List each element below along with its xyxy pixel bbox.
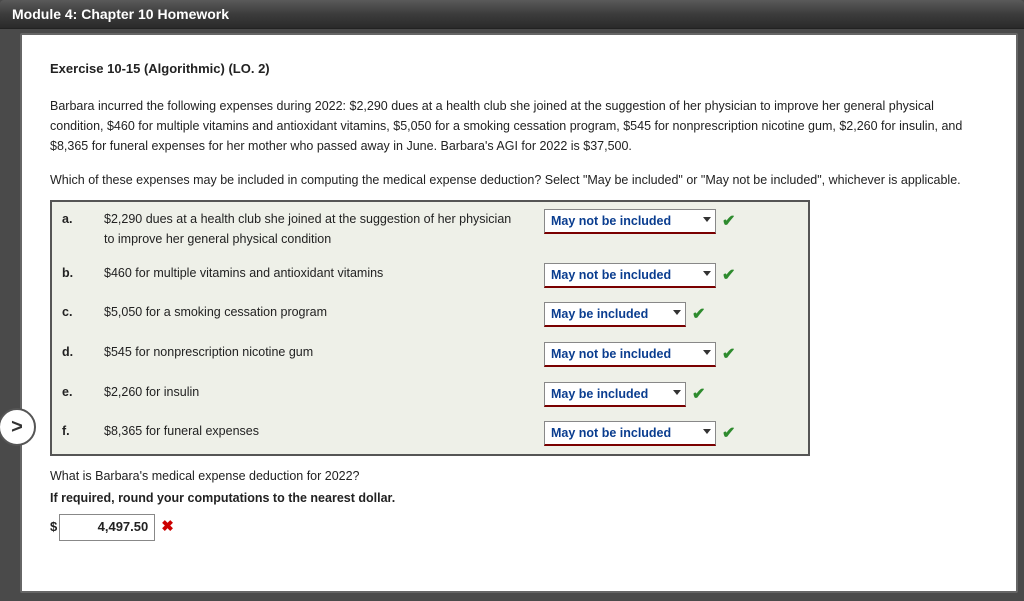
check-icon: ✔ bbox=[692, 386, 705, 403]
followup-question: What is Barbara's medical expense deduct… bbox=[50, 466, 988, 486]
chevron-down-icon bbox=[703, 350, 711, 355]
exercise-question: Which of these expenses may be included … bbox=[50, 170, 988, 190]
followup-note: If required, round your computations to … bbox=[50, 488, 988, 508]
table-row: c.$5,050 for a smoking cessation program… bbox=[51, 295, 809, 335]
check-icon: ✔ bbox=[692, 306, 705, 323]
inclusion-select[interactable]: May not be included bbox=[544, 263, 716, 288]
item-answer-cell: May not be included ✔ bbox=[534, 335, 809, 375]
item-letter: c. bbox=[51, 295, 94, 335]
deduction-input[interactable]: 4,497.50 bbox=[59, 514, 155, 541]
item-answer-cell: May be included ✔ bbox=[534, 375, 809, 415]
table-row: f.$8,365 for funeral expensesMay not be … bbox=[51, 414, 809, 455]
inclusion-select-value: May not be included bbox=[551, 268, 671, 282]
chevron-down-icon bbox=[703, 217, 711, 222]
item-description: $545 for nonprescription nicotine gum bbox=[94, 335, 534, 375]
chevron-down-icon bbox=[703, 271, 711, 276]
check-icon: ✔ bbox=[722, 267, 735, 284]
check-icon: ✔ bbox=[722, 425, 735, 442]
item-letter: d. bbox=[51, 335, 94, 375]
inclusion-select[interactable]: May be included bbox=[544, 382, 686, 407]
table-row: a.$2,290 dues at a health club she joine… bbox=[51, 201, 809, 256]
item-answer-cell: May not be included ✔ bbox=[534, 201, 809, 256]
check-icon: ✔ bbox=[722, 213, 735, 230]
inclusion-select-value: May be included bbox=[551, 307, 648, 321]
inclusion-select[interactable]: May not be included bbox=[544, 342, 716, 367]
table-row: b.$460 for multiple vitamins and antioxi… bbox=[51, 256, 809, 296]
content-frame: Exercise 10-15 (Algorithmic) (LO. 2) Bar… bbox=[20, 33, 1018, 593]
item-answer-cell: May not be included ✔ bbox=[534, 256, 809, 296]
table-row: e.$2,260 for insulin May be included ✔ bbox=[51, 375, 809, 415]
item-letter: e. bbox=[51, 375, 94, 415]
item-description: $2,290 dues at a health club she joined … bbox=[94, 201, 534, 256]
cross-icon: ✖ bbox=[161, 515, 174, 539]
inclusion-select-value: May not be included bbox=[551, 214, 671, 228]
item-letter: a. bbox=[51, 201, 94, 256]
item-description: $2,260 for insulin bbox=[94, 375, 534, 415]
item-letter: f. bbox=[51, 414, 94, 455]
item-letter: b. bbox=[51, 256, 94, 296]
item-description: $8,365 for funeral expenses bbox=[94, 414, 534, 455]
module-title: Module 4: Chapter 10 Homework bbox=[12, 6, 229, 22]
chevron-down-icon bbox=[673, 310, 681, 315]
check-icon: ✔ bbox=[722, 346, 735, 363]
inclusion-select-value: May not be included bbox=[551, 426, 671, 440]
chevron-down-icon bbox=[673, 390, 681, 395]
item-answer-cell: May be included ✔ bbox=[534, 295, 809, 335]
inclusion-select-value: May not be included bbox=[551, 347, 671, 361]
exercise-title: Exercise 10-15 (Algorithmic) (LO. 2) bbox=[50, 59, 988, 80]
item-description: $460 for multiple vitamins and antioxida… bbox=[94, 256, 534, 296]
item-description: $5,050 for a smoking cessation program bbox=[94, 295, 534, 335]
answer-row: $ 4,497.50 ✖ bbox=[50, 514, 988, 541]
exercise-prompt: Barbara incurred the following expenses … bbox=[50, 96, 988, 156]
item-answer-cell: May not be included ✔ bbox=[534, 414, 809, 455]
inclusion-select[interactable]: May not be included bbox=[544, 421, 716, 446]
inclusion-select[interactable]: May be included bbox=[544, 302, 686, 327]
items-table: a.$2,290 dues at a health club she joine… bbox=[50, 200, 810, 456]
inclusion-select[interactable]: May not be included bbox=[544, 209, 716, 234]
inclusion-select-value: May be included bbox=[551, 387, 648, 401]
table-row: d.$545 for nonprescription nicotine gumM… bbox=[51, 335, 809, 375]
module-header: Module 4: Chapter 10 Homework bbox=[0, 0, 1024, 29]
chevron-down-icon bbox=[703, 429, 711, 434]
currency-symbol: $ bbox=[50, 517, 57, 538]
chevron-right-icon: > bbox=[11, 416, 23, 439]
